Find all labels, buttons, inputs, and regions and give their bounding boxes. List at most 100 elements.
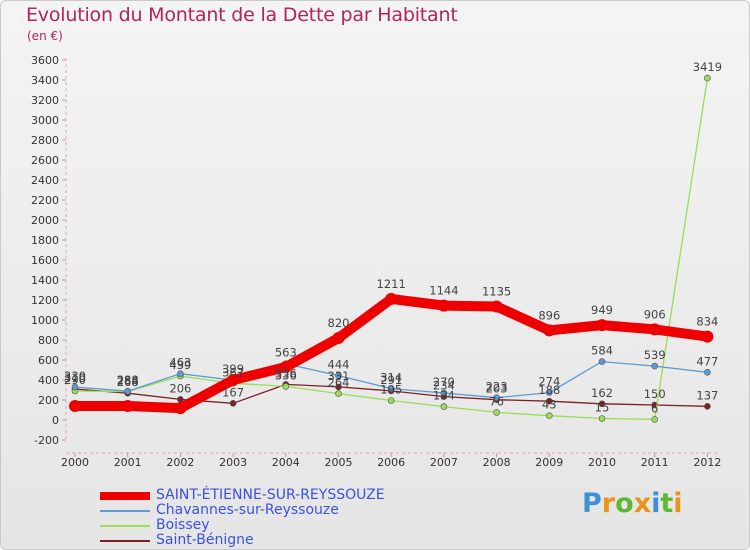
data-label: 367 <box>222 365 244 379</box>
data-label: 15 <box>595 401 610 415</box>
legend-label: SAINT-ÉTIENNE-SUR-REYSSOUZE <box>156 487 385 503</box>
x-tick-label: 2003 <box>219 456 247 469</box>
data-label: 906 <box>644 307 666 321</box>
y-tick-label: 1600 <box>31 254 59 267</box>
data-point <box>490 300 503 313</box>
data-label: 264 <box>328 376 350 390</box>
y-tick-label: 2200 <box>31 194 59 207</box>
data-label: 896 <box>538 308 560 322</box>
y-tick-label: 1800 <box>31 234 59 247</box>
x-tick-label: 2002 <box>166 456 194 469</box>
data-label: 167 <box>222 385 244 399</box>
data-label: 162 <box>591 386 613 400</box>
data-label: 314 <box>380 371 402 385</box>
data-point <box>493 409 500 416</box>
legend-item: Chavannes-sur-Reyssouze <box>100 503 385 518</box>
data-label: 949 <box>591 303 613 317</box>
x-tick-label: 2009 <box>535 456 563 469</box>
data-point <box>704 368 711 376</box>
logo-letter: x <box>633 488 652 519</box>
legend: SAINT-ÉTIENNE-SUR-REYSSOUZE Chavannes-sur… <box>100 488 385 548</box>
data-label: 274 <box>538 375 560 389</box>
data-label: 291 <box>380 373 402 387</box>
data-label: 270 <box>433 375 455 389</box>
data-label: 290 <box>64 373 86 387</box>
x-tick-label: 2011 <box>641 456 669 469</box>
data-label: 539 <box>644 348 666 362</box>
data-label: 223 <box>486 380 508 394</box>
data-label: 137 <box>696 388 718 402</box>
data-label: 195 <box>380 383 402 397</box>
data-point <box>704 402 711 410</box>
legend-swatch <box>100 491 150 500</box>
data-label: 356 <box>275 366 297 380</box>
legend-label: Boissey <box>156 517 210 533</box>
data-point <box>229 399 237 407</box>
x-tick-label: 2005 <box>325 456 353 469</box>
y-tick-label: 3200 <box>31 94 59 107</box>
y-tick-label: 2000 <box>31 214 59 227</box>
logo-letter: t <box>660 488 674 519</box>
data-point <box>335 390 342 397</box>
legend-swatch <box>100 524 150 527</box>
data-label: 234 <box>433 379 455 393</box>
data-point <box>701 330 714 343</box>
y-tick-label: -200 <box>34 434 59 447</box>
data-point <box>648 323 661 336</box>
y-tick-label: 1400 <box>31 274 59 287</box>
unit-label: (en €) <box>27 29 63 43</box>
y-tick-label: 3400 <box>31 74 59 87</box>
data-point <box>651 362 659 370</box>
data-point <box>121 400 134 412</box>
data-point <box>335 372 342 379</box>
chart-title: Evolution du Montant de la Dette par Hab… <box>26 4 458 26</box>
logo-letter: o <box>615 488 634 519</box>
x-tick-label: 2004 <box>272 456 300 469</box>
data-point <box>596 319 608 332</box>
data-point <box>335 383 342 391</box>
legend-label: Saint-Bénigne <box>156 532 254 548</box>
x-tick-label: 2000 <box>61 456 89 469</box>
logo-letter: i <box>673 488 683 519</box>
legend-swatch <box>100 539 150 542</box>
data-label: 1144 <box>429 284 458 298</box>
data-label: 584 <box>591 344 613 358</box>
data-label: 1135 <box>482 285 511 299</box>
logo-letter: r <box>601 488 616 519</box>
logo-letter: P <box>582 488 602 519</box>
data-point <box>387 385 395 392</box>
data-label: 150 <box>644 387 666 401</box>
data-label: 820 <box>328 316 350 330</box>
data-point <box>279 361 292 373</box>
data-point <box>227 374 240 386</box>
legend-item: SAINT-ÉTIENNE-SUR-REYSSOUZE <box>100 488 385 503</box>
data-label: 331 <box>328 369 350 383</box>
data-label: 330 <box>64 369 86 383</box>
data-point <box>440 403 448 410</box>
data-label: 477 <box>696 354 718 368</box>
data-label: 834 <box>696 315 718 329</box>
data-point <box>174 402 187 415</box>
data-label: 439 <box>169 358 191 372</box>
data-label: 463 <box>169 356 191 370</box>
legend-item: Boissey <box>100 518 385 533</box>
data-point <box>71 383 79 391</box>
data-point <box>437 299 450 312</box>
y-tick-label: 2800 <box>31 134 59 147</box>
y-tick-label: 3600 <box>31 54 59 67</box>
data-point <box>124 387 131 395</box>
data-point <box>545 397 553 405</box>
data-point <box>387 397 395 404</box>
y-tick-label: 0 <box>52 414 59 427</box>
data-label: 206 <box>169 381 191 395</box>
data-label: 134 <box>433 389 455 403</box>
x-tick-label: 2007 <box>430 456 458 469</box>
x-tick-label: 2012 <box>693 456 721 469</box>
legend-swatch <box>100 509 150 512</box>
data-label: 284 <box>117 374 139 388</box>
logo-letter: i <box>651 488 661 519</box>
data-label: 76 <box>489 394 504 408</box>
legend-label: Chavannes-sur-Reyssouze <box>156 502 339 518</box>
